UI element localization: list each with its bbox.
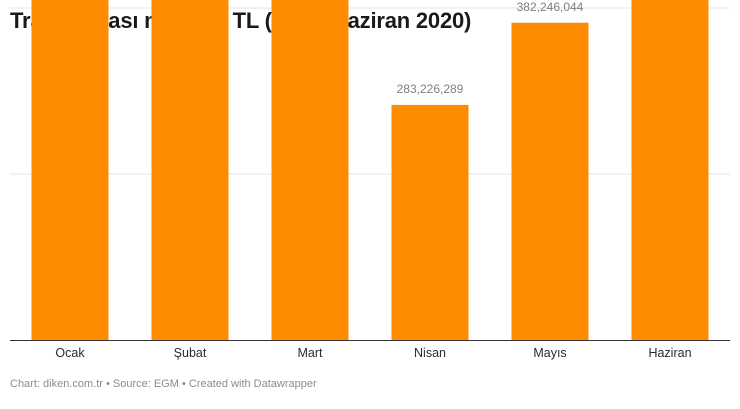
x-axis-tick-labels: Ocak Şubat Mart Nisan Mayıs Haziran [55, 346, 691, 360]
bar-3 [271, 0, 349, 340]
gridlines [10, 7, 730, 175]
bar-2 [151, 0, 229, 340]
value-label-5: 382,246,044 [517, 0, 584, 14]
bars [31, 0, 709, 341]
value-label-4: 283,226,289 [397, 82, 464, 96]
value-labels: 540,433,854529,067,389549,830,469283,226… [397, 0, 584, 96]
x-tick-label-2: Şubat [174, 346, 207, 360]
x-tick-label-6: Haziran [648, 346, 691, 360]
bar-chart: 540,433,854529,067,389549,830,469283,226… [10, 0, 730, 360]
chart-credit: Chart: diken.com.tr • Source: EGM • Crea… [10, 378, 317, 390]
x-tick-label-5: Mayıs [533, 346, 566, 360]
x-tick-label-1: Ocak [55, 346, 85, 360]
bar-1 [31, 0, 109, 340]
bar-6 [631, 0, 709, 340]
bar-5 [511, 22, 589, 341]
x-tick-label-4: Nisan [414, 346, 446, 360]
bar-4 [391, 104, 469, 340]
x-tick-label-3: Mart [298, 346, 324, 360]
